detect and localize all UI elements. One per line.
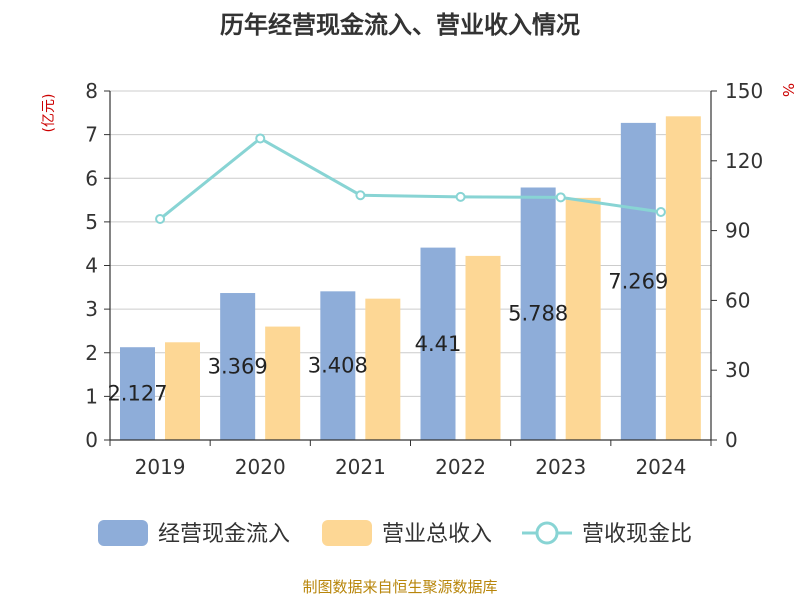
legend-swatch: [98, 520, 148, 546]
legend: 经营现金流入 营业总收入 营收现金比: [98, 520, 692, 547]
line-point: [155, 213, 166, 224]
legend-swatch: [322, 520, 372, 546]
x-axis-tick-label: 2023: [535, 455, 586, 479]
line-layer: [155, 133, 666, 224]
bar-cash-inflow: [520, 187, 556, 440]
bar-data-label: 3.408: [308, 354, 368, 378]
left-axis-tick-label: 1: [85, 384, 98, 408]
right-axis-tick-label: 30: [725, 358, 750, 382]
left-axis-tick-label: 3: [85, 297, 98, 321]
line-point: [255, 133, 266, 144]
bar-cash-inflow: [320, 291, 356, 440]
legend-label: 经营现金流入: [158, 522, 290, 547]
right-axis-tick-label: 0: [725, 428, 738, 452]
bar-total-revenue: [665, 116, 701, 441]
legend-label: 营业总收入: [382, 522, 492, 547]
bar-data-label: 5.788: [508, 302, 568, 326]
bar-total-revenue: [365, 298, 401, 440]
bar-data-label: 4.41: [415, 332, 462, 356]
right-axis-tick-label: 120: [725, 149, 763, 173]
bar-cash-inflow: [120, 347, 155, 440]
line-point: [655, 206, 666, 217]
bar-total-revenue: [465, 255, 501, 440]
bars-layer: [120, 116, 701, 441]
right-axis-tick-label: 60: [725, 288, 750, 312]
left-axis-tick-label: 5: [85, 210, 98, 234]
left-axis-tick-label: 7: [85, 123, 98, 147]
bar-data-label: 7.269: [608, 269, 668, 293]
bar-cash-inflow: [620, 122, 656, 440]
bar-total-revenue: [565, 197, 601, 440]
bar-total-revenue: [165, 342, 200, 440]
bar-cash-inflow: [220, 293, 256, 440]
bar-cash-inflow: [420, 247, 456, 440]
left-axis-tick-label: 2: [85, 341, 98, 365]
legend-marker: [535, 521, 559, 545]
labels-layer: 2.127 3.369 3.408 4.41 5.788 7.269: [107, 269, 668, 405]
axes-layer: 0 1 2 3 4 5 6 7 8 0 30 60 90 120 150 2019 2020 2021 2022 20…: [85, 79, 763, 479]
line-point: [455, 191, 466, 202]
chart-title: 历年经营现金流入、营业收入情况: [220, 11, 580, 39]
legend-label: 营收现金比: [582, 522, 692, 547]
x-axis-tick-label: 2021: [335, 455, 386, 479]
left-axis-tick-label: 4: [85, 254, 98, 278]
bar-total-revenue: [265, 326, 301, 440]
x-axis-tick-label: 2022: [435, 455, 486, 479]
left-axis-tick-label: 0: [85, 428, 98, 452]
x-axis-tick-label: 2024: [635, 455, 686, 479]
left-axis-unit: (亿元): [41, 94, 57, 133]
x-axis-tick-label: 2019: [135, 455, 186, 479]
right-axis-tick-label: 150: [725, 79, 763, 103]
line-point: [355, 190, 366, 201]
bar-data-label: 3.369: [208, 355, 268, 379]
left-axis-tick-label: 6: [85, 166, 98, 190]
bar-data-label: 2.127: [107, 382, 167, 406]
x-axis-tick-label: 2020: [235, 455, 286, 479]
left-axis-tick-label: 8: [85, 79, 98, 103]
right-axis-unit: %: [779, 83, 797, 97]
right-axis-tick-label: 90: [725, 219, 750, 243]
line-ratio: [159, 136, 662, 221]
line-point: [555, 192, 566, 203]
footer-source: 制图数据来自恒生聚源数据库: [302, 578, 497, 596]
